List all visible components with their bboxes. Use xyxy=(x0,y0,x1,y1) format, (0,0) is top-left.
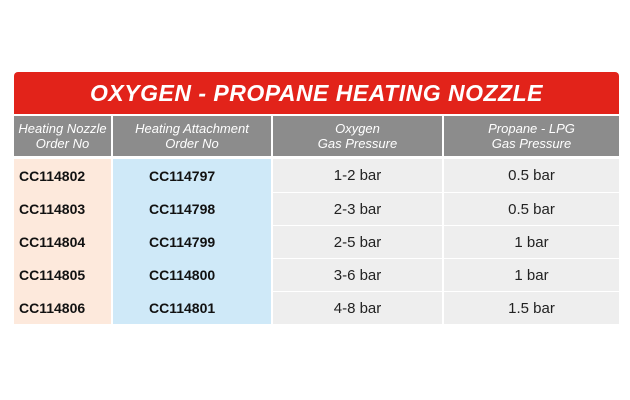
header-heating-attachment: Heating Attachment Order No xyxy=(113,116,273,156)
nozzle-order-cell: CC114804 xyxy=(14,225,113,258)
nozzle-table: OXYGEN - PROPANE HEATING NOZZLE Heating … xyxy=(14,72,619,324)
header-heating-nozzle-line1: Heating Nozzle xyxy=(18,121,107,136)
oxygen-pressure-cell: 3-6 bar xyxy=(273,258,444,291)
attachment-order-cell: CC114798 xyxy=(113,192,273,225)
table-row: CC114805 CC114800 3-6 bar 1 bar xyxy=(14,258,619,291)
table-row: CC114802 CC114797 1-2 bar 0.5 bar xyxy=(14,159,619,192)
propane-pressure-cell: 0.5 bar xyxy=(444,192,619,225)
attachment-order-cell: CC114797 xyxy=(113,159,273,192)
header-propane-pressure: Propane - LPG Gas Pressure xyxy=(444,116,619,156)
propane-pressure-cell: 1.5 bar xyxy=(444,291,619,324)
table-row: CC114803 CC114798 2-3 bar 0.5 bar xyxy=(14,192,619,225)
header-oxygen-pressure-line2: Gas Pressure xyxy=(317,136,398,151)
table-row: CC114804 CC114799 2-5 bar 1 bar xyxy=(14,225,619,258)
header-oxygen-pressure-line1: Oxygen xyxy=(335,121,380,136)
attachment-order-cell: CC114799 xyxy=(113,225,273,258)
table-row: CC114806 CC114801 4-8 bar 1.5 bar xyxy=(14,291,619,324)
nozzle-order-cell: CC114802 xyxy=(14,159,113,192)
header-propane-pressure-line2: Gas Pressure xyxy=(491,136,572,151)
propane-pressure-cell: 0.5 bar xyxy=(444,159,619,192)
oxygen-pressure-cell: 2-3 bar xyxy=(273,192,444,225)
attachment-order-cell: CC114800 xyxy=(113,258,273,291)
header-heating-attachment-line2: Order No xyxy=(165,136,219,151)
propane-pressure-cell: 1 bar xyxy=(444,225,619,258)
oxygen-pressure-cell: 2-5 bar xyxy=(273,225,444,258)
oxygen-pressure-cell: 4-8 bar xyxy=(273,291,444,324)
nozzle-order-cell: CC114806 xyxy=(14,291,113,324)
header-heating-nozzle-line2: Order No xyxy=(35,136,90,151)
header-heating-attachment-line1: Heating Attachment xyxy=(135,121,249,136)
table-body: CC114802 CC114797 1-2 bar 0.5 bar CC1148… xyxy=(14,159,619,324)
header-heating-nozzle: Heating Nozzle Order No xyxy=(14,116,113,156)
table-title-bar: OXYGEN - PROPANE HEATING NOZZLE xyxy=(14,72,619,114)
header-oxygen-pressure: Oxygen Gas Pressure xyxy=(273,116,444,156)
oxygen-pressure-cell: 1-2 bar xyxy=(273,159,444,192)
table-header-row: Heating Nozzle Order No Heating Attachme… xyxy=(14,116,619,156)
table-title: OXYGEN - PROPANE HEATING NOZZLE xyxy=(90,79,543,106)
nozzle-order-cell: CC114805 xyxy=(14,258,113,291)
header-propane-pressure-line1: Propane - LPG xyxy=(488,121,575,136)
propane-pressure-cell: 1 bar xyxy=(444,258,619,291)
nozzle-order-cell: CC114803 xyxy=(14,192,113,225)
attachment-order-cell: CC114801 xyxy=(113,291,273,324)
